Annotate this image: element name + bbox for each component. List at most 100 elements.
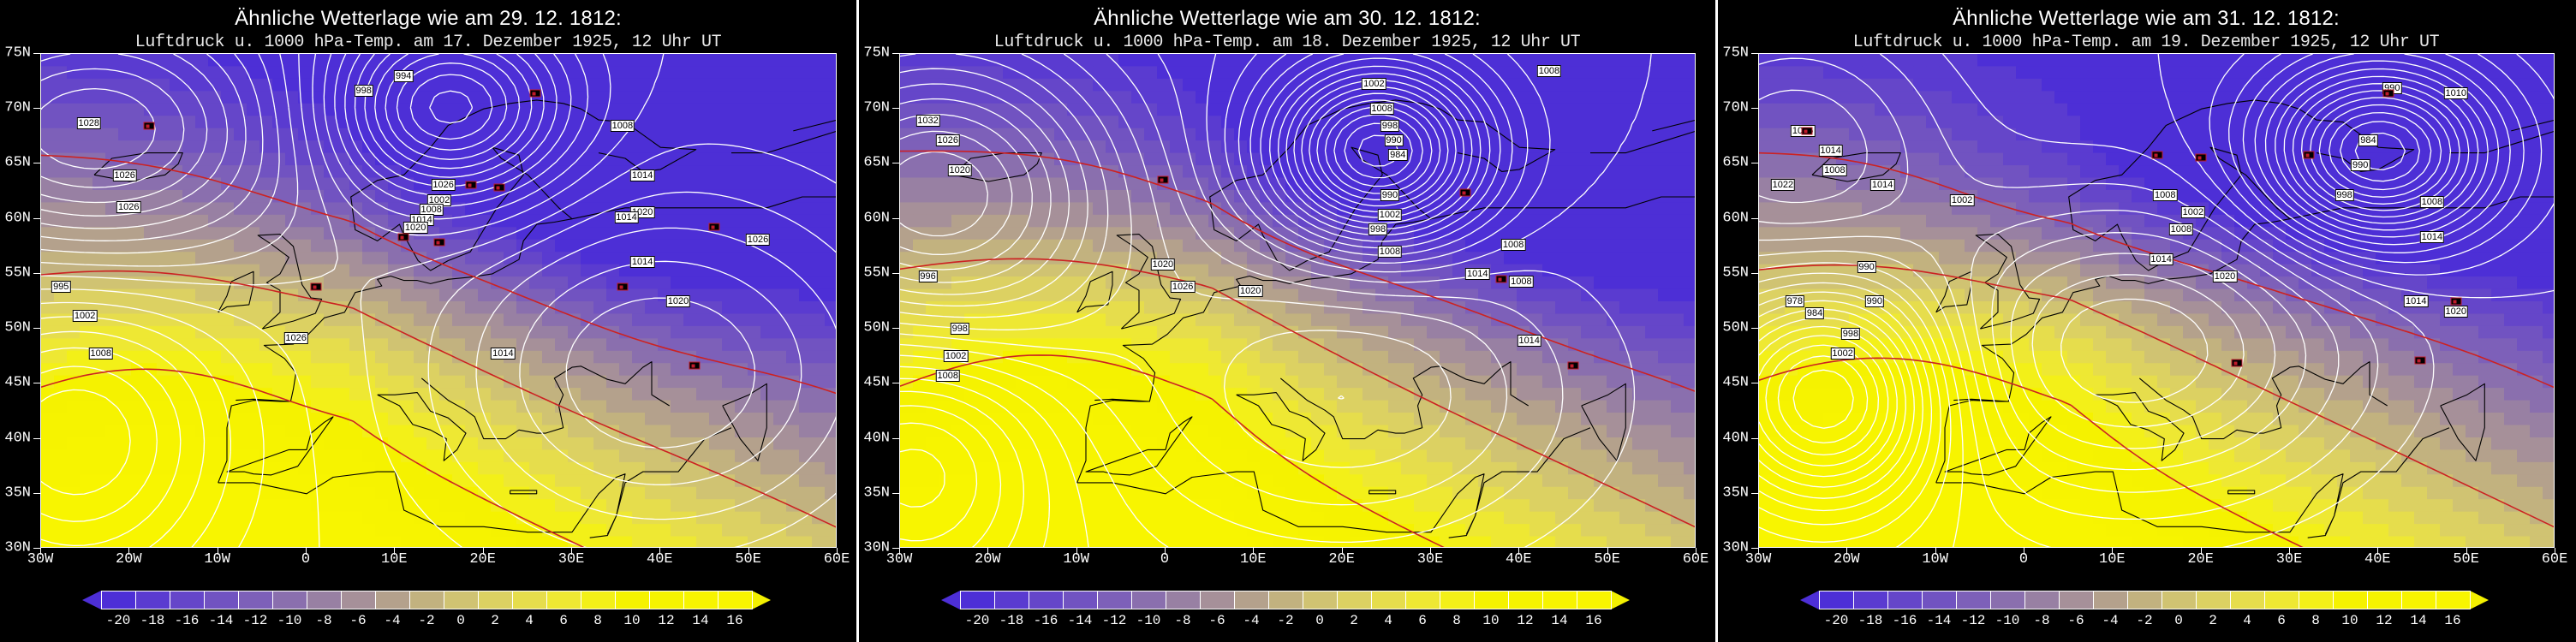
colorbar-cell <box>2230 591 2265 609</box>
y-axis-label: 55N <box>1722 265 1749 282</box>
x-axis-label: 30W <box>1744 551 1772 568</box>
isobar-label: 995 <box>51 280 71 293</box>
isobar-label: 1014 <box>1818 144 1843 157</box>
x-axis-label: 60E <box>823 551 850 568</box>
x-axis-tick <box>899 548 900 555</box>
colorbar-cell <box>1990 591 2025 609</box>
x-axis-label: 50E <box>2453 551 2479 568</box>
isobar-label: 994 <box>393 70 414 82</box>
station-marker <box>310 282 322 291</box>
colorbar-cell <box>2093 591 2128 609</box>
colorbar-cell <box>204 591 239 609</box>
y-axis-label: 65N <box>863 154 890 171</box>
isobar-label: 1014 <box>629 169 655 181</box>
map-area: 1002 1008 998 990 984 1008 1032 1026 1020 990 1002… <box>863 45 1708 568</box>
colorbar-tick-label: -20 <box>105 613 131 628</box>
isobar-label: 1020 <box>1237 285 1263 298</box>
panel-subtitle: Luftdruck u. 1000 hPa-Temp. am 18. Dezem… <box>993 33 1581 52</box>
x-axis-tick <box>571 548 572 555</box>
panel-title: Ähnliche Wetterlage wie am 31. 12. 1812: <box>1953 7 2340 30</box>
colorbar-cell <box>1337 591 1372 609</box>
station-marker <box>1459 188 1471 197</box>
x-axis-tick <box>2112 548 2114 555</box>
isobar-label: 1014 <box>2404 295 2429 307</box>
y-axis-tick <box>33 272 40 274</box>
colorbar-cell <box>2059 591 2094 609</box>
colorbar-tick-label: -8 <box>1174 613 1191 628</box>
y-axis-label: 70N <box>863 99 890 116</box>
temperature-contours <box>41 154 836 547</box>
y-axis-label: 40N <box>1722 430 1749 447</box>
isobar-label: 1008 <box>2419 196 2445 209</box>
x-axis-tick <box>2377 548 2379 555</box>
panel-separator-1 <box>856 0 859 642</box>
x-axis-tick <box>1846 548 1848 555</box>
colorbar-cell <box>2264 591 2299 609</box>
x-axis-label: 20E <box>469 551 496 568</box>
y-axis-label: 75N <box>1722 45 1749 62</box>
colorbar-tick-label: -18 <box>999 613 1024 628</box>
isobar-label: 1008 <box>1536 65 1562 78</box>
colorbar-cell <box>1577 591 1612 609</box>
colorbar-tick-label: 2 <box>491 613 499 628</box>
x-axis-tick <box>987 548 989 555</box>
x-axis-tick <box>2200 548 2202 555</box>
isobar-label: 1020 <box>2212 270 2238 283</box>
isobar-label: 1026 <box>431 179 456 192</box>
x-axis-tick <box>837 548 838 555</box>
isobar-label: 1002 <box>1377 208 1403 221</box>
map-area: 9901010984990998100810141026101410081022… <box>1722 45 2567 568</box>
colorbar-tick-label: -10 <box>1995 613 2020 628</box>
colorbar-tick-label: -2 <box>1277 613 1294 628</box>
temperature-raster <box>900 54 1695 547</box>
y-axis-label: 30N <box>863 539 890 556</box>
x-axis-label: 20E <box>1328 551 1355 568</box>
colorbar-tick-label: 8 <box>593 613 602 628</box>
isobar-label: 998 <box>950 322 969 335</box>
isobar-label: 1014 <box>614 211 639 223</box>
weather-panel-1: Ähnliche Wetterlage wie am 29. 12. 1812:… <box>0 0 856 642</box>
isobar-label: 1008 <box>1377 246 1403 259</box>
colorbar-extend-high-arrow <box>1611 591 1630 609</box>
station-marker <box>708 223 720 231</box>
x-axis-label: 30E <box>558 551 585 568</box>
x-axis-label: 10E <box>2099 551 2126 568</box>
isobar-label: 1014 <box>2419 230 2445 243</box>
station-marker <box>2450 297 2462 306</box>
colorbar-tick-label: 4 <box>2243 613 2251 628</box>
isobar-label: 1026 <box>112 169 137 181</box>
isobar-label: 1022 <box>1770 179 1796 192</box>
x-axis-label: 10E <box>381 551 408 568</box>
colorbar-tick-label: -14 <box>1067 613 1093 628</box>
colorbar-cell <box>2299 591 2334 609</box>
y-axis-tick <box>1751 328 1758 330</box>
isobar-label: 1014 <box>1465 268 1490 281</box>
colorbar-cell <box>135 591 170 609</box>
y-axis-tick <box>1751 272 1758 274</box>
colorbar-extend-low-arrow <box>82 591 101 609</box>
map-area: 1028 1026 1026 998 994 1008 1014 1020 1026 1002 10… <box>4 45 850 568</box>
colorbar-tick-label: 8 <box>2311 613 2320 628</box>
colorbar-cell <box>718 591 753 609</box>
isobar-label: 998 <box>2334 188 2354 201</box>
station-marker <box>2303 151 2315 159</box>
isobar-label: 1008 <box>1509 275 1534 288</box>
y-axis-label: 70N <box>1722 99 1749 116</box>
panel-subtitle: Luftdruck u. 1000 hPa-Temp. am 17. Dezem… <box>134 33 722 52</box>
colorbar-cell <box>649 591 684 609</box>
isobar-label: 1026 <box>935 134 961 147</box>
x-axis-tick <box>128 548 130 555</box>
colorbar-cell <box>994 591 1029 609</box>
colorbar-tick-label: 12 <box>2376 613 2393 628</box>
map-plot: 1028 1026 1026 998 994 1008 1014 1020 1026 1002 10… <box>40 53 837 548</box>
isobar-label: 1014 <box>1517 335 1541 348</box>
y-axis-label: 50N <box>863 319 890 336</box>
temperature-raster <box>41 54 836 547</box>
colorbar-tick-label: -14 <box>208 613 234 628</box>
colorbar-cell <box>1234 591 1269 609</box>
colorbar-tick-label: -8 <box>2033 613 2050 628</box>
y-axis-tick <box>892 328 899 330</box>
y-axis-label: 35N <box>863 484 890 502</box>
colorbar-tick-label: -16 <box>1892 613 1917 628</box>
colorbar-tick-label: -16 <box>1033 613 1058 628</box>
